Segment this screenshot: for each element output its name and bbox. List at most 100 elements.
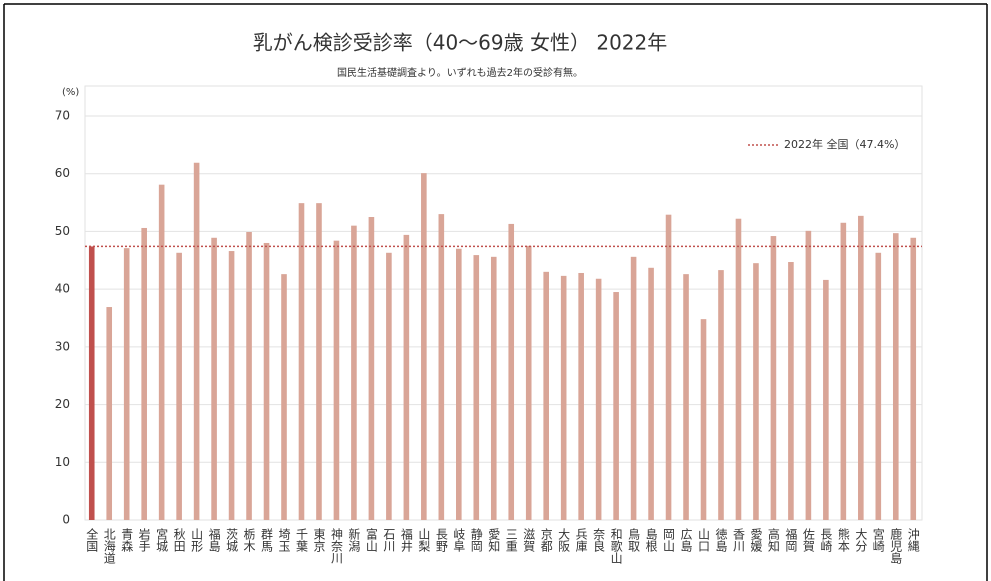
bar [386, 252, 392, 521]
x-tick-label: 和歌山 [609, 528, 623, 564]
bar [630, 256, 637, 520]
y-tick-label: 20 [55, 397, 70, 411]
bar [421, 173, 427, 520]
bar [858, 215, 864, 521]
bar [508, 223, 515, 520]
x-tick-label: 三重 [504, 528, 518, 552]
x-tick-label: 宮城 [155, 527, 169, 553]
bar [88, 246, 95, 521]
chart-title: 乳がん検診受診率（40〜69歳 女性） 2022年 [253, 31, 668, 55]
bar [788, 262, 794, 520]
bar [735, 218, 742, 520]
x-tick-label: 富山 [364, 527, 378, 552]
bar [595, 278, 602, 520]
bar [456, 248, 462, 520]
x-tick-label: 熊本 [836, 527, 850, 553]
x-tick-label: 静岡 [469, 528, 483, 552]
bar [805, 230, 812, 520]
x-tick-label: 全国 [85, 527, 99, 552]
x-tick-label: 奈良 [592, 528, 606, 553]
x-tick-label: 埼玉 [277, 528, 291, 552]
bar [333, 240, 340, 521]
x-tick-label: 京都 [539, 528, 553, 552]
x-tick-label: 秋田 [172, 528, 186, 552]
bar [683, 274, 689, 520]
x-tick-label: 神奈川 [329, 528, 343, 564]
bar [665, 214, 672, 521]
x-tick-label: 沖縄 [906, 528, 920, 552]
x-tick-label: 青森 [120, 528, 134, 552]
bar [823, 279, 829, 520]
bar [892, 233, 899, 520]
x-tick-label: 香川 [731, 528, 745, 552]
x-tick-label: 山形 [190, 528, 204, 553]
bar [141, 227, 147, 521]
y-tick-label: 40 [55, 282, 70, 296]
x-tick-label: 高知 [766, 527, 780, 553]
y-axis-label: (%) [62, 87, 79, 98]
bar [438, 214, 445, 520]
bar [158, 184, 165, 520]
x-tick-label: 茨城 [225, 528, 239, 553]
bar [473, 255, 480, 520]
x-tick-label: 石川 [382, 528, 396, 552]
x-tick-label: 東京 [312, 528, 326, 553]
x-tick-label: 山梨 [417, 528, 431, 552]
x-tick-label: 大阪 [557, 528, 571, 553]
x-tick-label: 長野 [434, 528, 448, 552]
bar [613, 292, 619, 520]
x-tick-label: 岐阜 [452, 528, 466, 552]
bar [770, 236, 777, 520]
x-tick-label: 鳥取 [627, 527, 641, 552]
x-tick-label: 岡山 [662, 528, 676, 552]
x-tick-label: 群馬 [260, 528, 274, 553]
bar [176, 252, 182, 521]
x-tick-label: 岩手 [137, 527, 151, 552]
bar [228, 251, 235, 520]
x-tick-label: 新潟 [347, 527, 361, 552]
y-tick-label: 30 [55, 339, 70, 353]
bar [316, 203, 322, 521]
x-tick-label: 佐賀 [801, 528, 815, 553]
bar [525, 245, 532, 520]
bar [193, 162, 200, 520]
y-tick-label: 60 [55, 166, 70, 180]
bar [246, 232, 252, 520]
bar [910, 237, 917, 520]
x-tick-label: 栃木 [242, 528, 256, 552]
bar [123, 248, 130, 520]
chart-subtitle: 国民生活基礎調査より。いずれも過去2年の受診有無。 [337, 66, 583, 79]
bar [490, 256, 497, 520]
bar [351, 225, 357, 520]
y-tick-label: 0 [62, 513, 70, 527]
bar [753, 263, 759, 520]
x-tick-label: 兵庫 [574, 528, 588, 553]
bar [281, 274, 287, 520]
bar [700, 319, 707, 520]
x-tick-label: 愛知 [487, 528, 501, 553]
x-tick-label: 徳島 [714, 527, 728, 553]
x-tick-label: 広島 [679, 528, 693, 553]
x-tick-label: 北海道 [102, 528, 116, 564]
y-tick-label: 70 [55, 109, 70, 123]
bar [578, 272, 584, 520]
bar [560, 275, 567, 520]
plot-area [84, 85, 923, 521]
bar [840, 222, 847, 520]
bar [368, 217, 375, 520]
x-tick-label: 福岡 [784, 527, 798, 552]
x-tick-label: 島根 [644, 527, 658, 552]
x-tick-label: 宮崎 [871, 527, 885, 552]
bar [875, 252, 882, 521]
x-tick-label: 長崎 [819, 528, 833, 552]
bar [106, 307, 113, 520]
bar [648, 267, 654, 520]
bar [403, 234, 410, 521]
bar [718, 270, 724, 520]
y-tick-label: 10 [55, 455, 70, 469]
x-tick-label: 山口 [697, 528, 711, 552]
x-tick-label: 鹿児島 [889, 527, 903, 565]
legend-label: 2022年 全国（47.4%） [784, 137, 905, 151]
x-tick-label: 福島 [207, 527, 221, 553]
